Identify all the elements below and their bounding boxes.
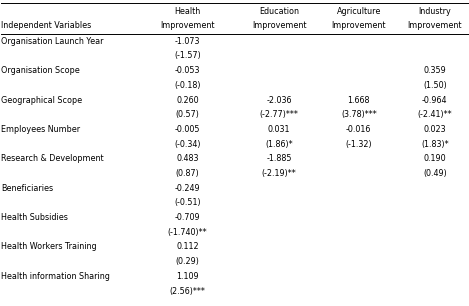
Text: -2.036: -2.036: [266, 95, 292, 105]
Text: Organisation Scope: Organisation Scope: [1, 66, 80, 75]
Text: (-1.57): (-1.57): [174, 51, 201, 61]
Text: (0.87): (0.87): [176, 169, 199, 178]
Text: Improvement: Improvement: [408, 21, 462, 30]
Text: 0.483: 0.483: [176, 154, 199, 163]
Text: Improvement: Improvement: [332, 21, 386, 30]
Text: -0.709: -0.709: [175, 213, 200, 222]
Text: Improvement: Improvement: [252, 21, 306, 30]
Text: Employees Number: Employees Number: [1, 125, 80, 134]
Text: 0.023: 0.023: [424, 125, 446, 134]
Text: Improvement: Improvement: [160, 21, 215, 30]
Text: -1.885: -1.885: [266, 154, 292, 163]
Text: (-0.18): (-0.18): [174, 81, 201, 90]
Text: Health: Health: [174, 7, 201, 17]
Text: Research & Development: Research & Development: [1, 154, 104, 163]
Text: Geographical Scope: Geographical Scope: [1, 95, 82, 105]
Text: 0.359: 0.359: [424, 66, 446, 75]
Text: 0.031: 0.031: [268, 125, 290, 134]
Text: (-2.77)***: (-2.77)***: [260, 110, 298, 119]
Text: (0.29): (0.29): [176, 257, 199, 266]
Text: (1.50): (1.50): [423, 81, 446, 90]
Text: 0.190: 0.190: [424, 154, 446, 163]
Text: Health Workers Training: Health Workers Training: [1, 242, 97, 252]
Text: (-1.740)**: (-1.740)**: [168, 228, 207, 237]
Text: (-2.41)**: (-2.41)**: [417, 110, 452, 119]
Text: Agriculture: Agriculture: [337, 7, 381, 17]
Text: Independent Variables: Independent Variables: [1, 21, 91, 30]
Text: (0.57): (0.57): [176, 110, 199, 119]
Text: (-0.51): (-0.51): [174, 198, 201, 207]
Text: (3.78)***: (3.78)***: [341, 110, 377, 119]
Text: -0.053: -0.053: [175, 66, 200, 75]
Text: Health information Sharing: Health information Sharing: [1, 272, 110, 281]
Text: (-2.19)**: (-2.19)**: [262, 169, 296, 178]
Text: -0.249: -0.249: [175, 184, 200, 193]
Text: 0.112: 0.112: [176, 242, 199, 252]
Text: Education: Education: [259, 7, 299, 17]
Text: Beneficiaries: Beneficiaries: [1, 184, 53, 193]
Text: (-1.32): (-1.32): [346, 140, 372, 149]
Text: (0.49): (0.49): [423, 169, 446, 178]
Text: -1.073: -1.073: [175, 37, 200, 46]
Text: Industry: Industry: [418, 7, 451, 17]
Text: Health Subsidies: Health Subsidies: [1, 213, 68, 222]
Text: (2.56)***: (2.56)***: [170, 286, 205, 296]
Text: 1.668: 1.668: [348, 95, 370, 105]
Text: (-0.34): (-0.34): [174, 140, 201, 149]
Text: -0.964: -0.964: [422, 95, 447, 105]
Text: (1.86)*: (1.86)*: [265, 140, 293, 149]
Text: (1.83)*: (1.83)*: [421, 140, 448, 149]
Text: -0.016: -0.016: [346, 125, 371, 134]
Text: Organisation Launch Year: Organisation Launch Year: [1, 37, 104, 46]
Text: 1.109: 1.109: [176, 272, 199, 281]
Text: 0.260: 0.260: [176, 95, 199, 105]
Text: -0.005: -0.005: [175, 125, 200, 134]
